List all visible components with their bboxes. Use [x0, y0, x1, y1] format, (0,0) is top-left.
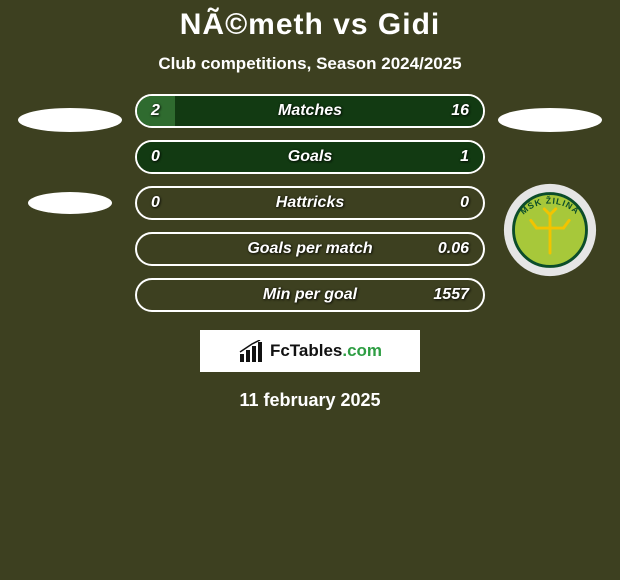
stat-value-right: 16: [451, 102, 469, 120]
stat-value-left: 0: [151, 148, 160, 166]
brand-name-tld: .com: [342, 341, 382, 360]
right-side-column: MŠK ŽILINA: [495, 94, 605, 278]
stat-value-left: 0: [151, 194, 160, 212]
stat-value-right: 1557: [433, 286, 469, 304]
left-club-placeholder: [28, 192, 112, 214]
brand-box: FcTables.com: [200, 330, 420, 372]
stat-row-content: Goals per match 0.06: [137, 234, 483, 264]
date-text: 11 february 2025: [239, 390, 380, 411]
comparison-area: 2 Matches 16 0 Goals 1 0 Hattricks 0 Goals per ma…: [0, 94, 620, 312]
stat-row: 0 Goals 1: [135, 140, 485, 174]
stat-label: Min per goal: [263, 286, 357, 304]
brand-name-main: FcTables: [270, 341, 342, 360]
stat-row: 2 Matches 16: [135, 94, 485, 128]
brand-chart-icon: [238, 340, 264, 362]
right-player-placeholder: [498, 108, 602, 132]
page-subtitle: Club competitions, Season 2024/2025: [158, 54, 461, 74]
stat-row-content: 0 Goals 1: [137, 142, 483, 172]
comparison-infographic: NÃ©meth vs Gidi Club competitions, Seaso…: [0, 0, 620, 580]
stat-label: Goals: [288, 148, 332, 166]
stat-label: Hattricks: [276, 194, 344, 212]
stat-row-content: Min per goal 1557: [137, 280, 483, 310]
stat-block: 2 Matches 16 0 Goals 1 0 Hattricks 0 Goals per ma…: [135, 94, 485, 312]
stat-row: Min per goal 1557: [135, 278, 485, 312]
stat-value-right: 1: [460, 148, 469, 166]
left-player-placeholder: [18, 108, 122, 132]
page-title: NÃ©meth vs Gidi: [180, 8, 440, 42]
stat-value-right: 0: [460, 194, 469, 212]
left-side-column: [15, 94, 125, 214]
brand-text: FcTables.com: [270, 341, 382, 361]
right-club-crest: MŠK ŽILINA: [500, 182, 600, 278]
stat-row: Goals per match 0.06: [135, 232, 485, 266]
stat-label: Matches: [278, 102, 342, 120]
stat-row: 0 Hattricks 0: [135, 186, 485, 220]
stat-row-content: 2 Matches 16: [137, 96, 483, 126]
stat-label: Goals per match: [247, 240, 372, 258]
stat-value-left: 2: [151, 102, 160, 120]
stat-row-content: 0 Hattricks 0: [137, 188, 483, 218]
stat-value-right: 0.06: [438, 240, 469, 258]
